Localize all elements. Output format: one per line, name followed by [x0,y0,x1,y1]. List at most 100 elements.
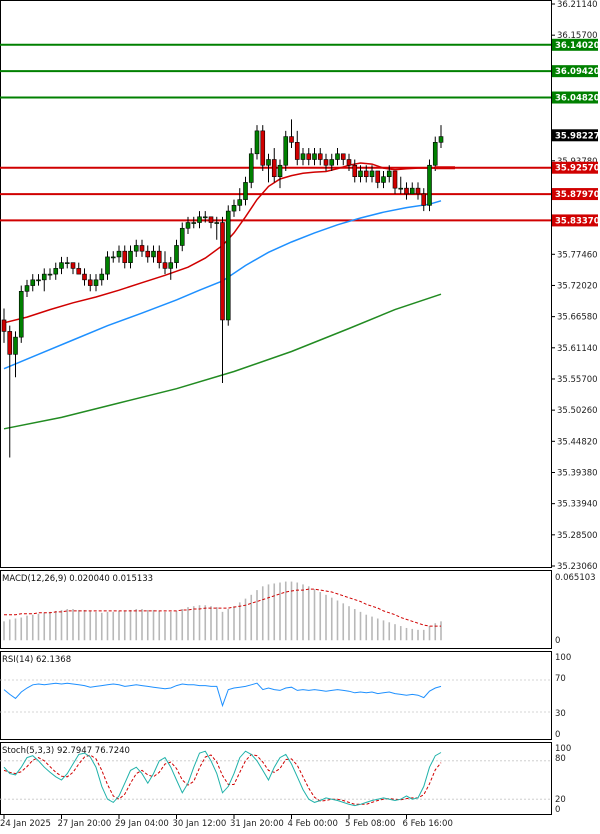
candle-body [358,170,363,178]
stoch-k-line [3,750,442,807]
current-price-tag [552,129,598,142]
time-axis-label: 29 Jan 04:00 [115,819,169,829]
candle-body [174,245,179,263]
time-axis-label: 5 Feb 08:00 [345,819,395,829]
candle-body [369,170,375,178]
candle-body [323,159,329,166]
level-tag [552,188,598,201]
price-axis-label: 35.44820 [557,437,598,447]
stoch-d-line [3,753,442,805]
candle-body [47,273,53,276]
candle-body [289,136,294,143]
macd-axis-top: 0.065103 [555,573,596,583]
candle-body [415,187,421,195]
candle-body [53,268,59,275]
candle-body [352,164,358,178]
time-axis-label: 24 Jan 2025 [0,819,51,829]
candle-body [76,268,82,275]
rsi-panel: RSI(14) 62.1368 100 70 30 0 [0,651,571,740]
stoch-panel-frame [0,742,552,815]
candle-body [231,205,237,212]
candle-body [381,176,386,183]
candle-body [139,245,145,252]
level-tag [552,65,598,78]
stoch-label: Stoch(5,3,3) 92.7947 76.7240 [2,746,130,756]
rsi-axis-30: 30 [555,709,566,719]
stoch-panel: Stoch(5,3,3) 92.7947 76.7240 100 80 20 0 [0,742,571,815]
candle-body [363,170,369,178]
level-tag-label: 35.83370 [555,216,600,226]
candle-body [386,170,392,178]
candle-body [220,222,225,321]
candle-body [398,187,404,190]
level-tag [552,161,598,174]
candle-body [283,136,289,166]
macd-panel-frame [0,570,552,649]
candle-body [30,279,36,286]
candle-body [133,245,139,252]
moving-average-line [3,293,442,430]
candle-body [306,153,312,160]
candle-body [41,273,47,281]
time-axis-label: 6 Feb 16:00 [403,819,453,829]
candle-body [151,250,156,258]
stoch-axis-20: 20 [555,795,566,805]
rsi-axis-0: 0 [555,730,560,740]
price-tags: 36.14020 36.09420 36.04820 35.92570 35.87970… [435,38,600,227]
candle-body [116,250,122,258]
candle-body [260,130,266,166]
candle-body [421,193,427,206]
rsi-panel-frame [0,651,552,740]
level-tag-label: 36.04820 [555,94,600,104]
price-axis-label: 35.33940 [557,500,598,510]
level-tag-label: 35.87970 [555,190,600,200]
candle-body [340,153,346,160]
candle-body [248,153,254,183]
candle-body [271,159,277,178]
macd-histogram [3,581,442,641]
price-axis: 36.2114036.1570036.0942036.0482035.98220… [551,0,598,572]
candle-body [409,187,415,195]
price-axis-label: 35.23060 [557,562,598,572]
candle-body [392,170,398,189]
moving-average-line [3,162,441,324]
candle-body [375,170,381,183]
candle-body [7,331,13,355]
candle-body [18,291,24,338]
main-price-panel: 36.2114036.1570036.0942036.0482035.98220… [0,0,600,572]
level-tag-label: 36.09420 [555,67,600,77]
candle-body [93,279,99,286]
rsi-axis-100: 100 [555,653,571,663]
macd-label: MACD(12,26,9) 0.020040 0.015133 [2,574,153,584]
candle-body [156,250,162,263]
candle-body [317,153,323,160]
candle-body [87,279,93,286]
candle-body [59,262,64,269]
time-axis-label: 30 Jan 12:00 [173,819,227,829]
price-axis-label: 35.61140 [557,344,598,354]
time-axis-label: 4 Feb 00:00 [288,819,338,829]
time-axis-label: 27 Jan 20:00 [58,819,112,829]
candle-body [70,262,76,269]
candle-body [24,285,30,292]
candle-body [346,159,352,166]
candle-body [64,262,70,264]
candle-body [168,262,174,269]
price-axis-label: 35.39380 [557,468,598,478]
candle-body [105,256,110,275]
candle-body [122,250,128,263]
level-tag-label: 36.14020 [555,41,600,51]
candle-body [404,187,409,195]
level-tag [552,91,598,104]
price-axis-label: 35.66580 [557,313,598,323]
candle-body [214,222,220,224]
level-tag-label: 35.92570 [555,164,600,174]
moving-average-line [3,200,442,370]
candle-body [254,130,260,155]
candle-body [432,142,438,166]
candle-body [277,164,283,178]
candle-body [185,222,191,229]
candle-body [237,199,243,206]
candle-body [266,159,271,166]
